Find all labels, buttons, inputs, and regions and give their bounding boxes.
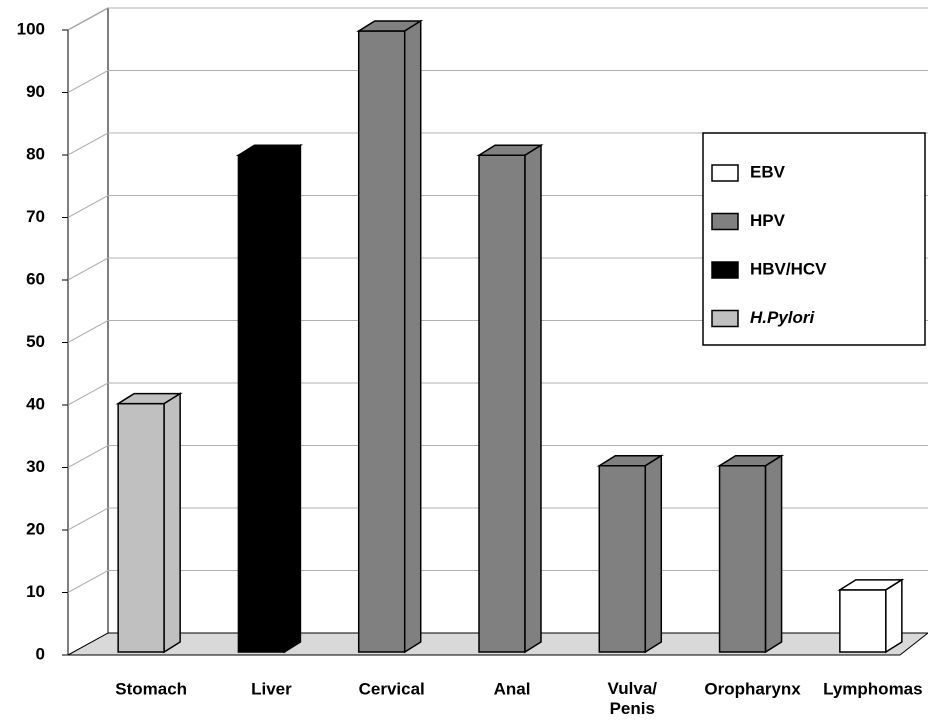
legend-swatch xyxy=(711,261,739,279)
x-tick-label: Anal xyxy=(494,679,531,698)
y-tick-label: 30 xyxy=(26,457,45,476)
x-tick-label: Cervical xyxy=(359,679,425,698)
grid-line xyxy=(67,257,109,281)
grid-line xyxy=(67,132,109,156)
y-tick-label: 50 xyxy=(26,332,45,351)
grid-line xyxy=(67,570,109,593)
y-tick-label: 100 xyxy=(17,19,45,38)
grid-line xyxy=(67,70,109,93)
y-tick-label: 20 xyxy=(26,519,45,538)
legend-label: H.Pylori xyxy=(750,308,816,327)
bar-side xyxy=(403,19,422,654)
y-tick-label: 0 xyxy=(36,644,45,663)
bar-side xyxy=(764,454,783,654)
bar xyxy=(839,589,887,653)
legend-label: EBV xyxy=(750,162,786,181)
legend-label: HPV xyxy=(750,211,786,230)
label-line: Vulva/ xyxy=(608,679,658,698)
y-tick-label: 60 xyxy=(26,269,45,288)
bar xyxy=(237,154,286,653)
bar-side xyxy=(524,143,542,654)
label-line: Penis xyxy=(610,699,655,718)
x-tick-label: Stomach xyxy=(115,679,187,698)
y-tick-label: 90 xyxy=(26,82,45,101)
grid-line xyxy=(67,507,109,531)
y-tick-label: 80 xyxy=(26,144,45,163)
grid-line xyxy=(67,382,109,406)
grid-line xyxy=(67,320,109,343)
bar xyxy=(117,402,165,653)
legend-label: HBV/HCV xyxy=(750,259,827,278)
bar-side xyxy=(644,454,663,654)
legend-swatch xyxy=(711,212,739,231)
grid-line xyxy=(67,445,109,468)
bar xyxy=(357,30,406,653)
grid-line xyxy=(67,7,109,31)
bar xyxy=(718,464,767,653)
grid-line xyxy=(67,195,109,218)
x-tick-label: Oropharynx xyxy=(704,679,801,698)
legend-swatch xyxy=(711,309,739,328)
x-tick-label: Vulva/Penis xyxy=(608,679,658,718)
x-tick-label: Lymphomas xyxy=(823,679,923,698)
bar-side xyxy=(885,578,903,654)
x-tick-label: Liver xyxy=(251,679,292,698)
legend-swatch xyxy=(711,164,739,182)
bar xyxy=(598,464,647,653)
bar xyxy=(478,154,526,653)
legend-box xyxy=(702,132,926,346)
y-tick-label: 10 xyxy=(26,582,45,601)
bar-side xyxy=(283,143,302,654)
bar-side xyxy=(163,392,181,654)
y-tick-label: 40 xyxy=(26,394,45,413)
y-tick-label: 70 xyxy=(26,207,45,226)
